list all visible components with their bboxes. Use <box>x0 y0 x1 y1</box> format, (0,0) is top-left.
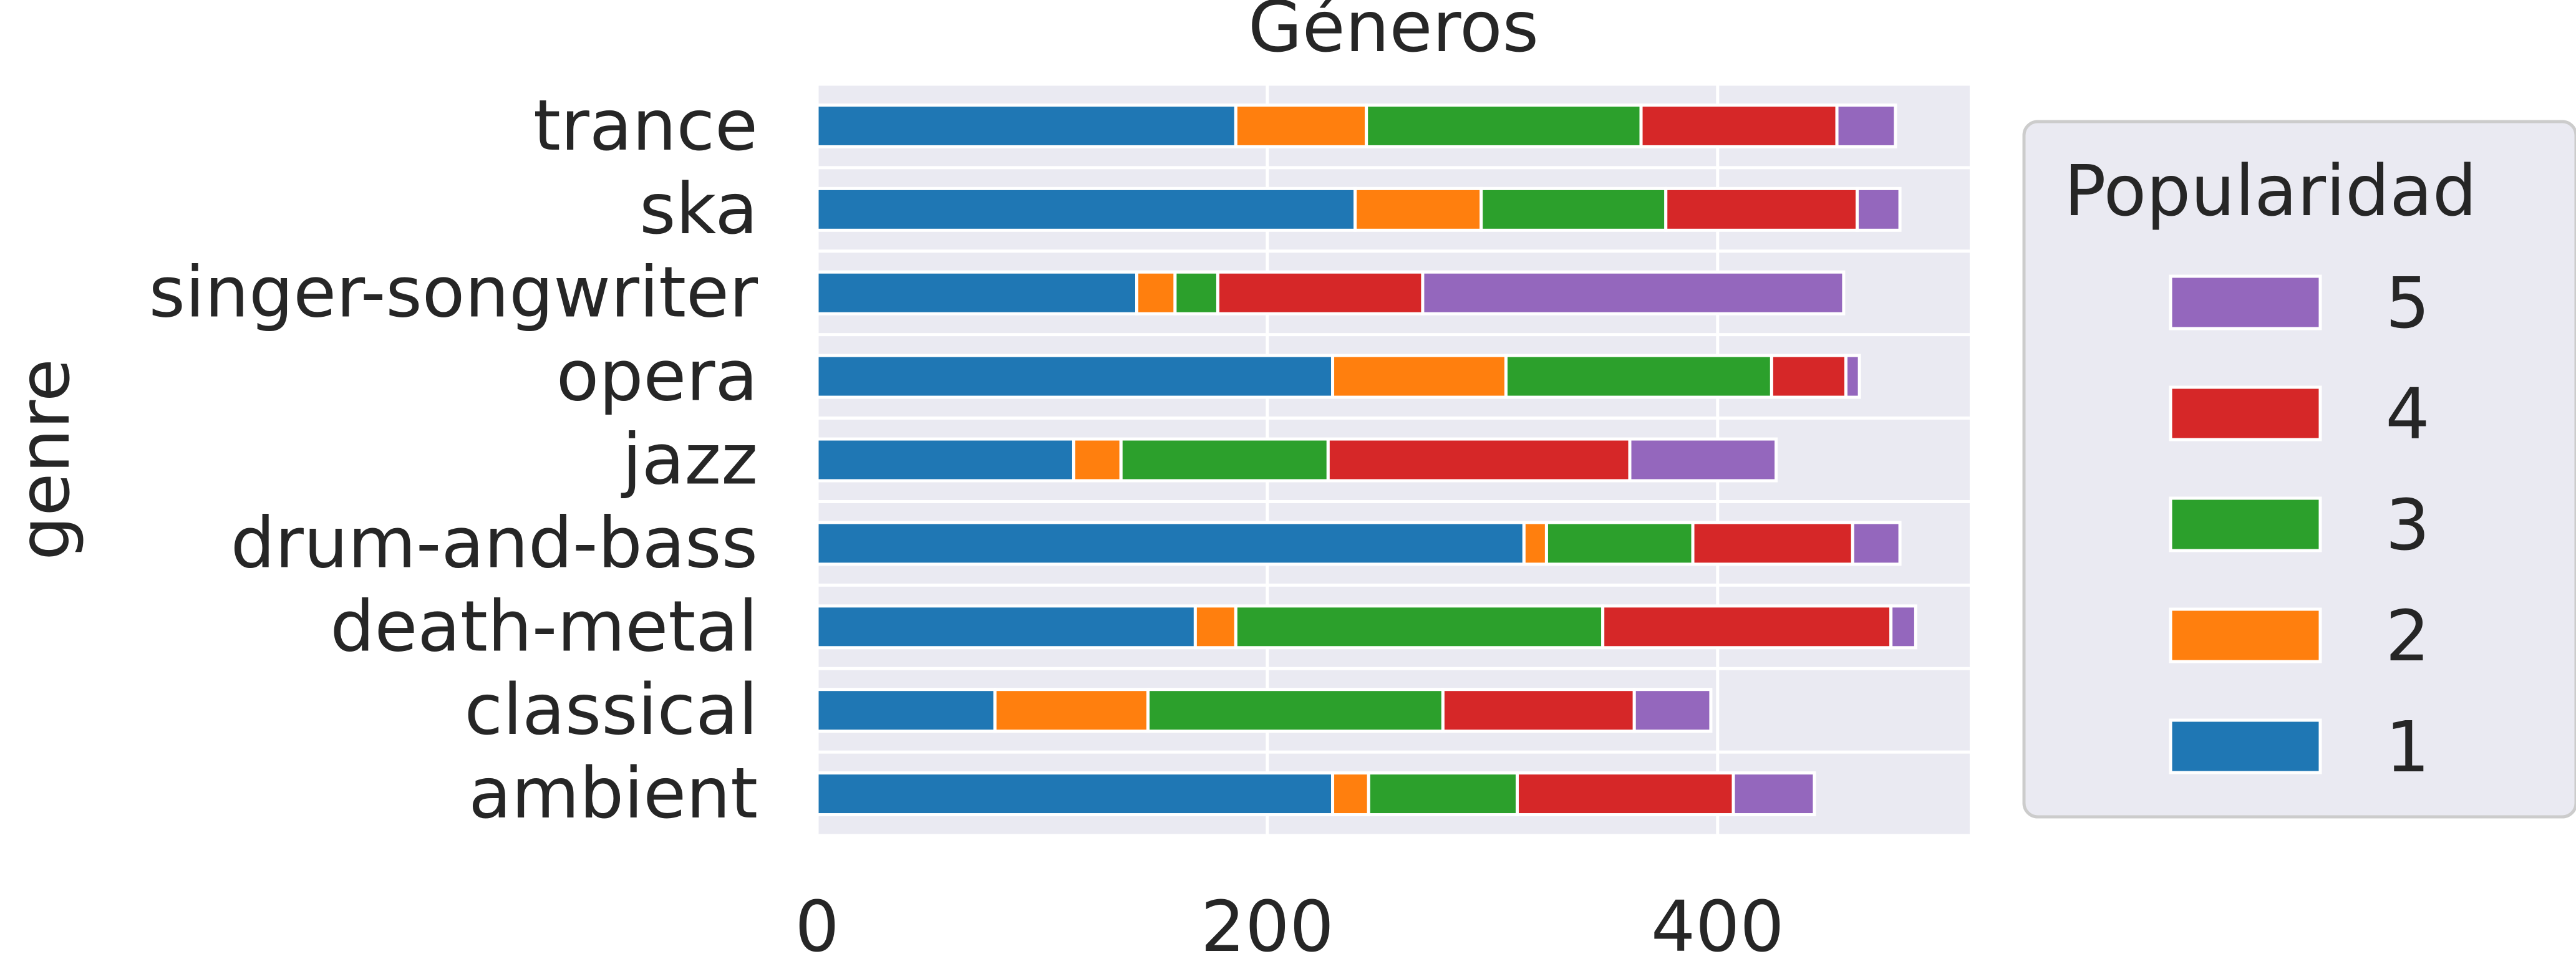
legend: Popularidad 5 4 3 2 1 <box>2022 120 2576 819</box>
y-tick-label: death-metal <box>330 586 758 667</box>
legend-swatch <box>2169 607 2322 663</box>
legend-label: 1 <box>2385 707 2429 788</box>
x-tick-label: 400 <box>1651 887 1784 964</box>
bar-segment <box>1731 771 1816 817</box>
bar-segment <box>1516 771 1735 817</box>
legend-items: 5 4 3 2 1 <box>2169 263 2430 788</box>
bar-segment <box>815 688 997 733</box>
legend-label: 5 <box>2385 263 2429 344</box>
bar-segment <box>1851 521 1902 566</box>
bar-segment <box>1770 354 1847 399</box>
bar-segment <box>1522 521 1548 566</box>
bar-segment <box>1691 521 1854 566</box>
bar-segment <box>1367 771 1519 817</box>
bar-segment <box>1234 103 1368 148</box>
y-axis-label: genre <box>4 359 85 560</box>
bar-segment <box>1856 186 1902 232</box>
legend-swatch <box>2169 385 2322 441</box>
legend-swatch <box>2169 496 2322 552</box>
bar-segment <box>1146 688 1445 733</box>
bar-segment <box>1544 521 1695 566</box>
bar-segment <box>815 270 1139 316</box>
bar-segment <box>1135 270 1177 316</box>
bar-segment <box>815 771 1335 817</box>
bar-segment <box>1632 688 1713 733</box>
bar-segment <box>1844 354 1861 399</box>
y-tick-label: classical <box>465 670 758 751</box>
bar-segment <box>815 186 1357 232</box>
y-tick-label: drum-and-bass <box>231 503 758 584</box>
legend-swatch <box>2169 274 2322 330</box>
legend-label: 3 <box>2385 485 2429 566</box>
bar-segment <box>1119 437 1330 483</box>
bar-segment <box>1601 604 1893 650</box>
y-tick-label: trance <box>533 85 758 166</box>
bar-segment <box>993 688 1150 733</box>
y-tick-labels: ambientclassicaldeath-metaldrum-and-bass… <box>149 85 758 834</box>
bar-segment <box>1326 437 1632 483</box>
bar-segment <box>815 437 1075 483</box>
x-tick-labels: 0 200 400 <box>795 887 1784 964</box>
legend-label: 2 <box>2385 596 2429 677</box>
y-tick-label: jazz <box>621 420 758 501</box>
bar-segment <box>1889 604 1917 650</box>
legend-title: Popularidad <box>2064 151 2477 232</box>
bar-segment <box>1331 771 1370 817</box>
bar-segment <box>1193 604 1237 650</box>
legend-label: 4 <box>2385 374 2429 455</box>
bar-segment <box>1072 437 1123 483</box>
bar-segment <box>815 604 1197 650</box>
bar-segment <box>1353 186 1483 232</box>
bar-segment <box>1639 103 1839 148</box>
bar-segment <box>1421 270 1846 316</box>
bar-segment <box>1216 270 1425 316</box>
y-tick-label: ambient <box>468 753 758 834</box>
bar-segment <box>1835 103 1897 148</box>
legend-box <box>2022 120 2576 819</box>
legend-swatch <box>2169 718 2322 774</box>
bar-segment <box>1504 354 1773 399</box>
bar-segment <box>1331 354 1508 399</box>
y-tick-label: singer-songwriter <box>149 253 758 334</box>
bar-segment <box>1628 437 1778 483</box>
x-tick-label: 0 <box>795 887 839 964</box>
bar-segment <box>815 521 1526 566</box>
bar-segment <box>1173 270 1219 316</box>
chart-title: Géneros <box>1248 0 1539 68</box>
y-tick-label: opera <box>556 336 758 417</box>
bar-segment <box>1441 688 1636 733</box>
bar-segment <box>815 103 1237 148</box>
y-tick-label: ska <box>639 169 758 250</box>
x-tick-label: 200 <box>1201 887 1334 964</box>
bar-segment <box>815 354 1335 399</box>
bar-segment <box>1365 103 1643 148</box>
bar-segment <box>1664 186 1859 232</box>
bar-segment <box>1479 186 1668 232</box>
bar-segment <box>1234 604 1605 650</box>
bars <box>815 103 1917 817</box>
